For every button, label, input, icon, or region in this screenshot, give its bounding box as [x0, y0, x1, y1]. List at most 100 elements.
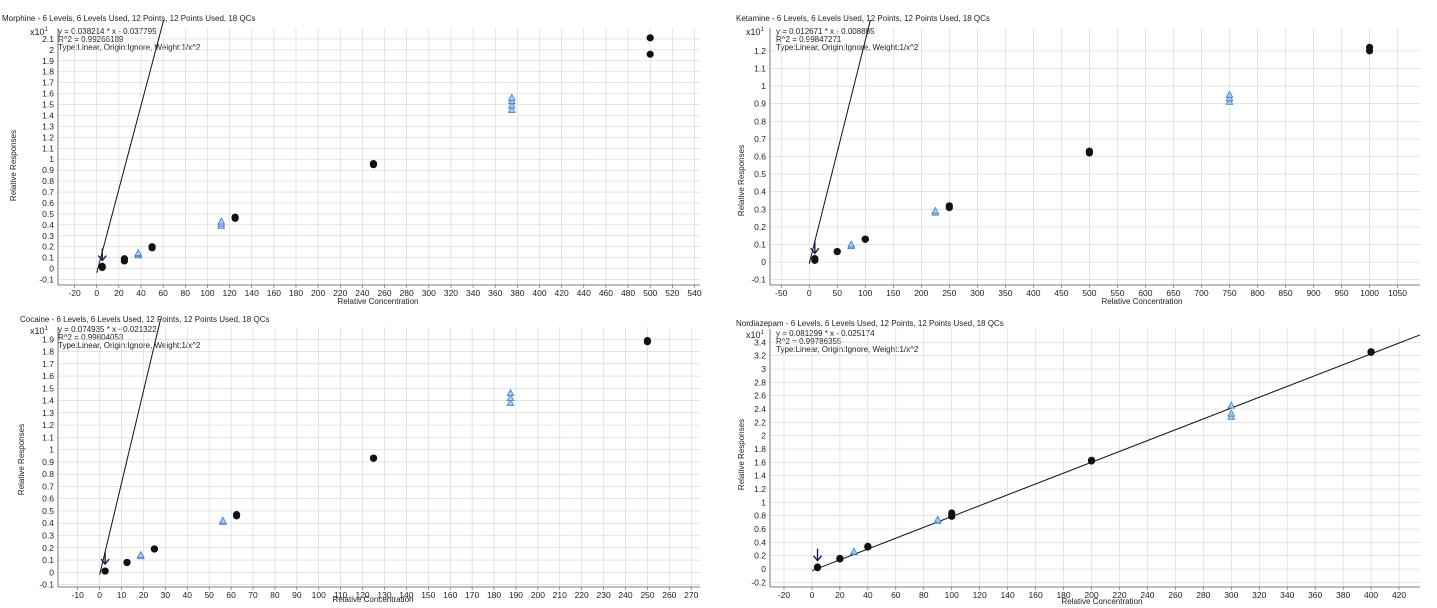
x-tick-label: 120 [355, 590, 369, 600]
x-axis-label: Relative Concentration [1101, 297, 1183, 306]
y-tick-label: 0 [761, 564, 766, 574]
y-tick-label: 1 [49, 154, 54, 164]
y-tick-label: 0.6 [754, 152, 766, 162]
x-tick-label: 50 [833, 288, 843, 298]
equation-text: y = 0.074935 * x - 0.021322 [58, 325, 157, 334]
x-tick-label: 80 [270, 590, 280, 600]
x-tick-label: 220 [333, 288, 347, 298]
x-tick-label: 340 [1280, 590, 1294, 600]
x-axis-label: Relative Concentration [337, 297, 419, 306]
regression-line [99, 319, 162, 576]
plot-svg: -10 0 10 20 30 40 50 60 70 80 90 100 110 120 130 140 150… [39, 319, 700, 600]
calibration-point [101, 567, 109, 575]
y-tick-label: 0.2 [754, 222, 766, 232]
fit-type-text: Type:Linear, Origin:Ignore, Weight:1/x^2 [776, 43, 919, 52]
y-tick-label: 1.6 [754, 457, 766, 467]
x-tick-label: 180 [1056, 590, 1070, 600]
x-tick-label: 400 [1364, 590, 1378, 600]
y-tick-label: 2 [761, 431, 766, 441]
calibration-point [811, 254, 819, 263]
y-tick-label: 1.7 [42, 359, 54, 369]
y-tick-label: 0.8 [754, 511, 766, 521]
calibration-point [864, 542, 872, 550]
calibration-point [646, 50, 654, 58]
x-tick-label: 320 [1252, 590, 1266, 600]
qc-point [507, 105, 516, 113]
y-tick-label: 0.4 [42, 518, 54, 528]
qc-point [507, 101, 516, 109]
calibration-point [98, 262, 106, 271]
regression-line [811, 334, 1421, 572]
x-tick-label: 40 [136, 288, 146, 298]
y-tick-label: 1.2 [754, 484, 766, 494]
y-tick-label: 0.5 [754, 169, 766, 179]
qc-point [506, 393, 515, 401]
x-tick-label: 260 [1168, 590, 1182, 600]
x-tick-label: -20 [778, 590, 791, 600]
calibration-point [150, 545, 159, 553]
calibration-point [833, 247, 841, 256]
x-tick-label: 900 [1306, 288, 1320, 298]
y-tick-label: 1.3 [42, 121, 54, 131]
x-tick-label: 150 [886, 288, 900, 298]
equation-text: y = 0.038214 * x - 0.037795 [58, 27, 157, 36]
qc-point [506, 398, 515, 406]
x-tick-label: 300 [1224, 590, 1238, 600]
qc-point [136, 550, 145, 558]
x-tick-label: 140 [399, 590, 413, 600]
y-tick-label: 0.2 [754, 551, 766, 561]
x-tick-label: -10 [72, 590, 85, 600]
y-scale-factor: x101 [30, 27, 48, 37]
y-tick-label: 0.4 [42, 220, 54, 230]
y-tick-label: 1 [49, 445, 54, 455]
x-tick-label: 60 [158, 288, 168, 298]
y-tick-label: 0.8 [42, 469, 54, 479]
x-tick-label: 260 [662, 590, 676, 600]
y-tick-label: -0.2 [751, 577, 766, 587]
calibration-chart-morphine: Morphine - 6 Levels, 6 Levels Used, 12 P… [0, 14, 715, 306]
y-tick-label: 1.4 [42, 110, 54, 120]
chart-title: Ketamine - 6 Levels, 6 Levels Used, 12 P… [736, 14, 990, 23]
y-tick-label: 2 [49, 45, 54, 55]
y-tick-label: 0.6 [754, 524, 766, 534]
x-axis-label: Relative Concentration [332, 595, 414, 604]
fit-equation: y = 0.074935 * x - 0.021322 R^2 = 0.9980… [58, 326, 200, 350]
y-tick-label: 1.8 [42, 67, 54, 77]
y-tick-label: 1.2 [42, 132, 54, 142]
x-tick-label: 500 [643, 288, 657, 298]
grid [58, 327, 700, 587]
x-tick-label: 190 [509, 590, 523, 600]
x-tick-label: 30 [161, 590, 171, 600]
x-tick-label: 100 [312, 590, 326, 600]
x-tick-label: 20 [835, 590, 845, 600]
y-tick-label: 1 [761, 81, 766, 91]
y-tick-label: 0 [49, 264, 54, 274]
x-tick-label: 360 [1308, 590, 1322, 600]
low-level-arrow-icon [810, 241, 820, 255]
y-tick-label: 1.2 [754, 46, 766, 56]
x-tick-label: 0 [97, 590, 102, 600]
y-tick-label: 0.2 [42, 543, 54, 553]
calibration-point [643, 336, 652, 345]
plot-svg: -20 0 20 40 60 80 100 120 140 160 180 200 220 240 260 2… [751, 329, 1421, 600]
qc-point [933, 515, 942, 523]
x-tick-label: 160 [443, 590, 457, 600]
y-tick-label: 0.9 [42, 165, 54, 175]
low-level-arrow-icon [812, 548, 823, 562]
y-tick-label: -0.1 [39, 580, 54, 590]
x-tick-label: 40 [863, 590, 873, 600]
y-tick-label: 0.5 [42, 209, 54, 219]
x-axis-label: Relative Concentration [1061, 597, 1143, 606]
x-tick-label: 180 [289, 288, 303, 298]
x-tick-label: 220 [1112, 590, 1126, 600]
y-scale-factor: x101 [30, 326, 48, 336]
y-tick-label: -0.1 [751, 275, 766, 285]
qc-point [1225, 93, 1234, 102]
x-tick-label: 240 [355, 288, 369, 298]
x-tick-label: 100 [200, 288, 214, 298]
y-tick-label: 0.3 [754, 204, 766, 214]
fit-type-text: Type:Linear, Origin:Ignore, Weight:1/x^2 [776, 345, 919, 354]
x-tick-label: 250 [942, 288, 956, 298]
calibration-chart-nordiazepam: Nordiazepam - 6 Levels, 6 Levels Used, 1… [722, 315, 1437, 608]
equation-text: y = 0.081299 * x - 0.025174 [776, 329, 875, 338]
